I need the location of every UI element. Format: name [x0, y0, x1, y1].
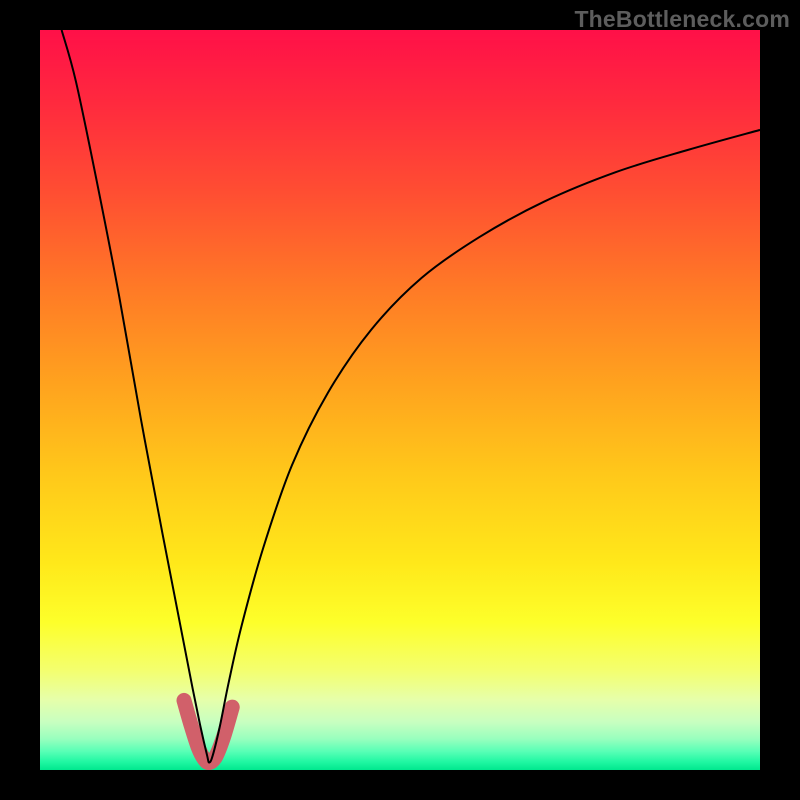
bottleneck-curve-plot	[0, 0, 800, 800]
chart-stage: TheBottleneck.com	[0, 0, 800, 800]
plot-gradient-background	[40, 30, 760, 770]
watermark-text: TheBottleneck.com	[574, 6, 790, 33]
